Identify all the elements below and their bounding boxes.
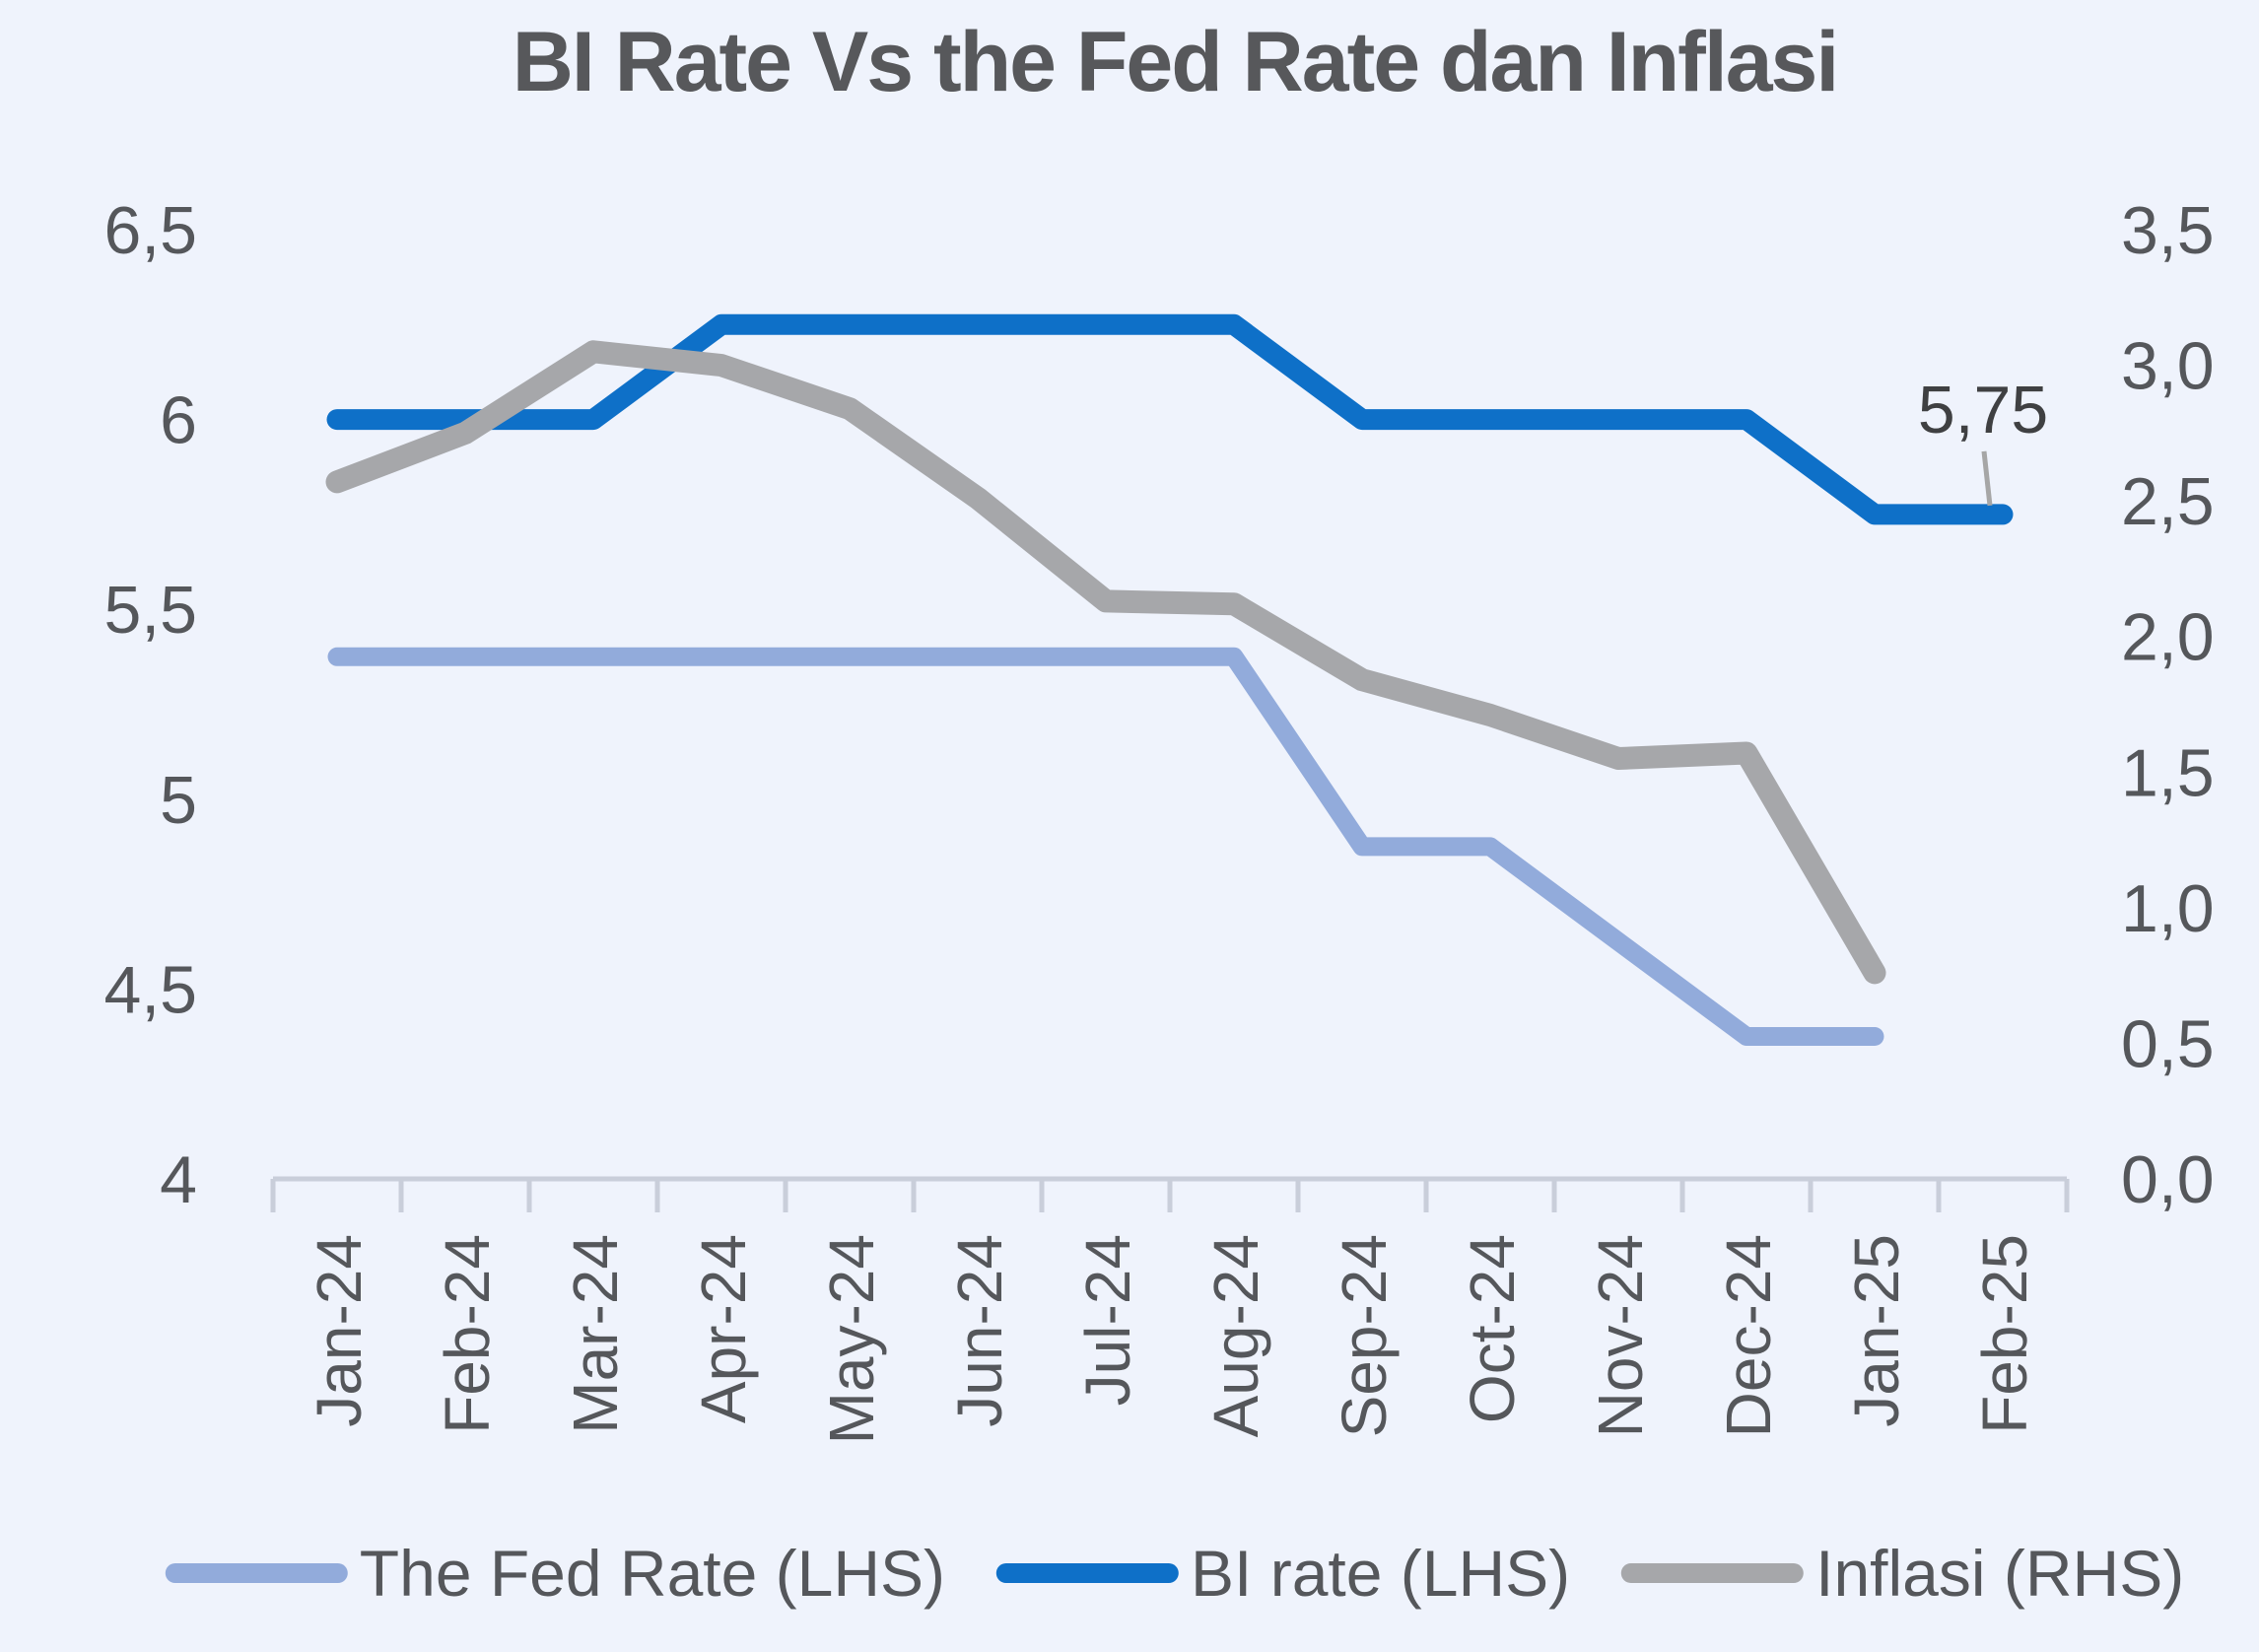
y-axis-label-left: 4 — [160, 1142, 197, 1217]
x-axis-label: Feb-24 — [432, 1234, 503, 1434]
data-label-leader-line — [1981, 450, 1993, 507]
y-axis-label-right: 1,0 — [2121, 871, 2215, 946]
y-axis-label-right: 3,5 — [2121, 193, 2215, 268]
y-axis-label-left: 5 — [160, 763, 197, 838]
y-axis-label-left: 6,5 — [103, 193, 197, 268]
y-axis-label-left: 6 — [160, 383, 197, 458]
x-axis-label: Aug-24 — [1200, 1234, 1271, 1437]
x-axis-label: Jan-25 — [1841, 1234, 1912, 1427]
x-axis-label: Mar-24 — [560, 1234, 631, 1434]
x-axis-label: Oct-24 — [1457, 1234, 1528, 1423]
series-line-inflasi-rhs — [325, 340, 1886, 985]
x-axis-label: May-24 — [816, 1234, 887, 1444]
x-axis-label: Jan-24 — [304, 1234, 375, 1427]
series-line-bi-rate-lhs — [326, 313, 2014, 525]
legend-item-bi-rate: BI rate (LHS) — [996, 1536, 1570, 1611]
legend-swatch-bi-rate — [996, 1563, 1180, 1583]
data-label-bi-rate-feb-25: 5,75 — [1918, 373, 2048, 447]
y-axis-label-left: 4,5 — [103, 952, 197, 1027]
x-axis-label: Jul-24 — [1072, 1234, 1143, 1406]
x-axis-label: Feb-25 — [1969, 1234, 2040, 1434]
x-axis-label: Apr-24 — [688, 1234, 759, 1423]
legend-swatch-inflasi — [1621, 1563, 1805, 1583]
y-axis-label-right: 0,5 — [2121, 1006, 2215, 1081]
legend-item-inflasi: Inflasi (RHS) — [1621, 1536, 2184, 1611]
x-axis-label: Dec-24 — [1713, 1234, 1784, 1437]
series-line-the-fed-rate-lhs — [327, 647, 1884, 1046]
legend: The Fed Rate (LHS) BI rate (LHS) Inflasi… — [165, 1536, 2184, 1611]
y-axis-label-right: 2,0 — [2121, 600, 2215, 675]
legend-label-fed-rate: The Fed Rate (LHS) — [359, 1537, 946, 1610]
x-axis-label: Sep-24 — [1329, 1234, 1400, 1437]
legend-label-bi-rate: BI rate (LHS) — [1191, 1537, 1571, 1610]
y-axis-label-left: 5,5 — [103, 573, 197, 648]
legend-label-inflasi: Inflasi (RHS) — [1815, 1537, 2185, 1610]
x-axis-label: Jun-24 — [944, 1234, 1015, 1427]
y-axis-label-right: 1,5 — [2121, 735, 2215, 810]
legend-swatch-fed-rate — [165, 1563, 348, 1583]
y-axis-label-right: 2,5 — [2121, 464, 2215, 539]
legend-item-fed-rate: The Fed Rate (LHS) — [165, 1536, 946, 1611]
y-axis-label-right: 0,0 — [2121, 1142, 2215, 1217]
y-axis-label-right: 3,0 — [2121, 329, 2215, 404]
chart-title: BI Rate Vs the Fed Rate dan Inflasi — [512, 15, 1840, 109]
x-axis-label: Nov-24 — [1585, 1234, 1656, 1437]
